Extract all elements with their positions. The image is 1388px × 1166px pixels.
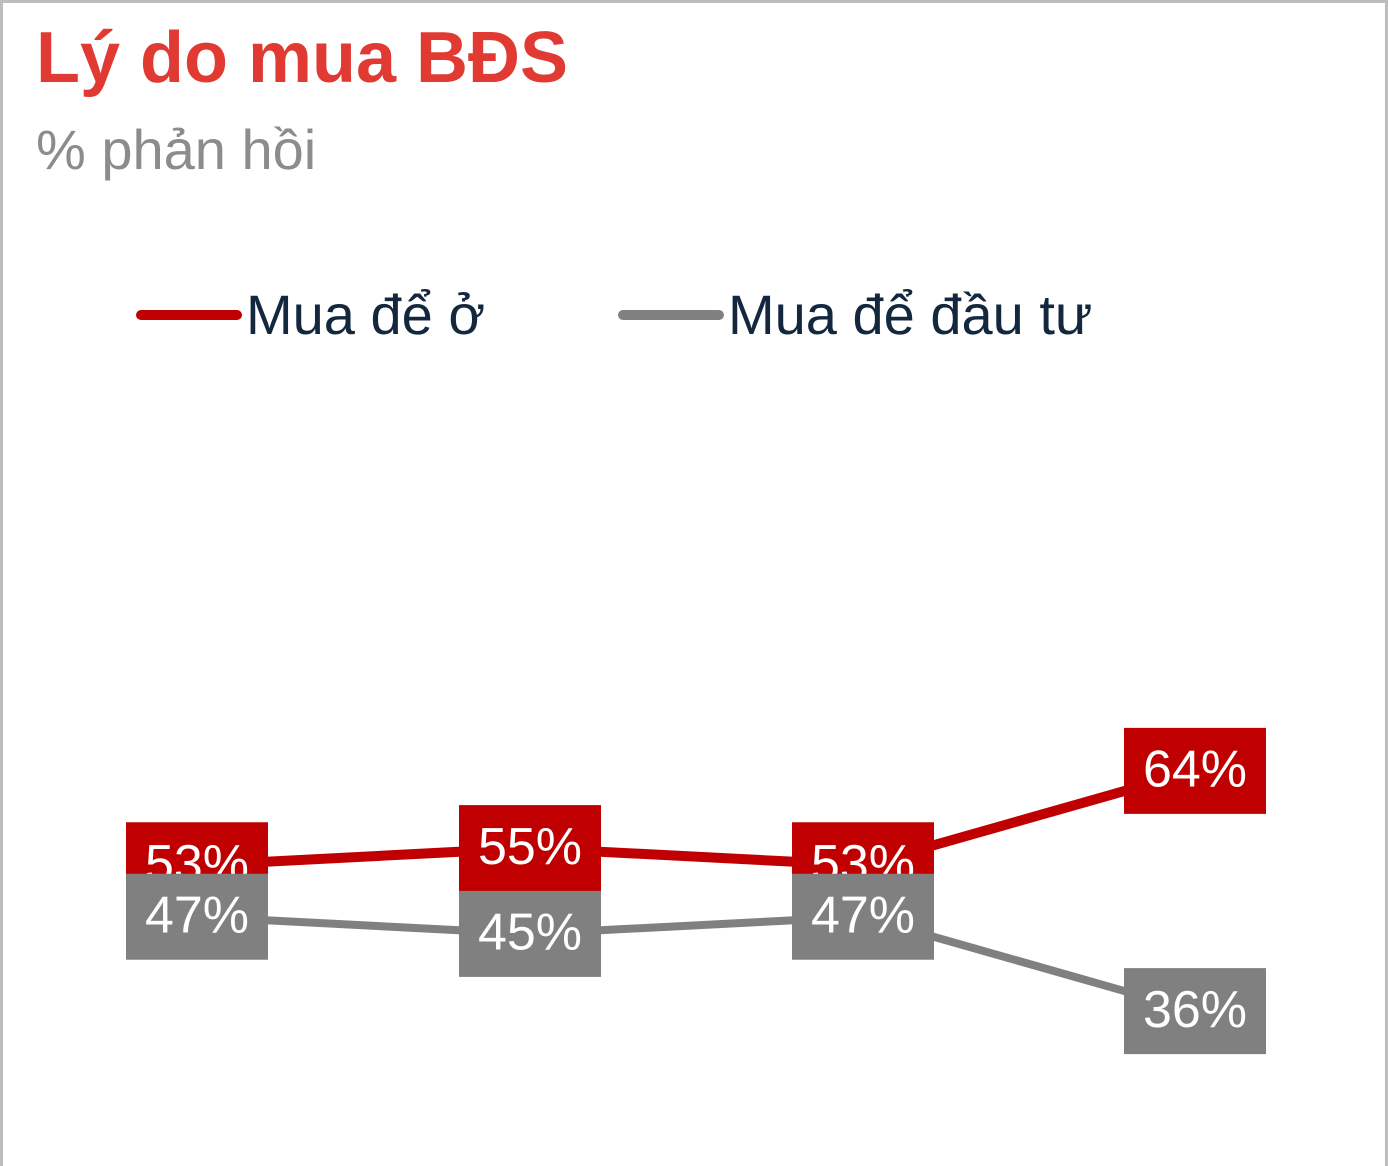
data-point-mua-de-o: 55% [459,805,601,892]
chart-subtitle: % phản hồi [36,118,317,181]
data-label-box [1124,727,1266,814]
legend-item-mua-de-dau-tu: Mua để đầu tư [618,280,1092,350]
legend-label: Mua để đầu tư [728,283,1093,346]
data-point-mua-de-dau-tu: 47% [792,873,934,960]
data-point-mua-de-dau-tu: 36% [1124,968,1266,1055]
data-label-box [459,890,601,977]
legend-swatch-gray [618,310,724,320]
data-point-mua-de-dau-tu: 47% [126,873,268,960]
data-point-mua-de-o: 64% [1124,727,1266,814]
data-label-box [126,873,268,960]
data-label-box [1124,968,1266,1055]
data-label-box [459,805,601,892]
series-line-mua-de-dau-tu [196,912,1197,1015]
chart-title: Lý do mua BĐS [36,18,569,98]
legend-item-mua-de-o: Mua để ở [136,280,485,350]
data-label: 47% [811,886,915,944]
data-label: 45% [478,904,582,962]
data-label: 55% [478,818,582,876]
data-label: 36% [1143,981,1247,1039]
data-label-box [792,873,934,960]
data-label: 47% [145,886,249,944]
series-line-mua-de-o [196,766,1197,871]
data-point-mua-de-dau-tu: 45% [459,890,601,977]
legend-swatch-red [136,310,242,320]
data-label: 64% [1143,741,1247,799]
legend-label: Mua để ở [246,283,486,346]
